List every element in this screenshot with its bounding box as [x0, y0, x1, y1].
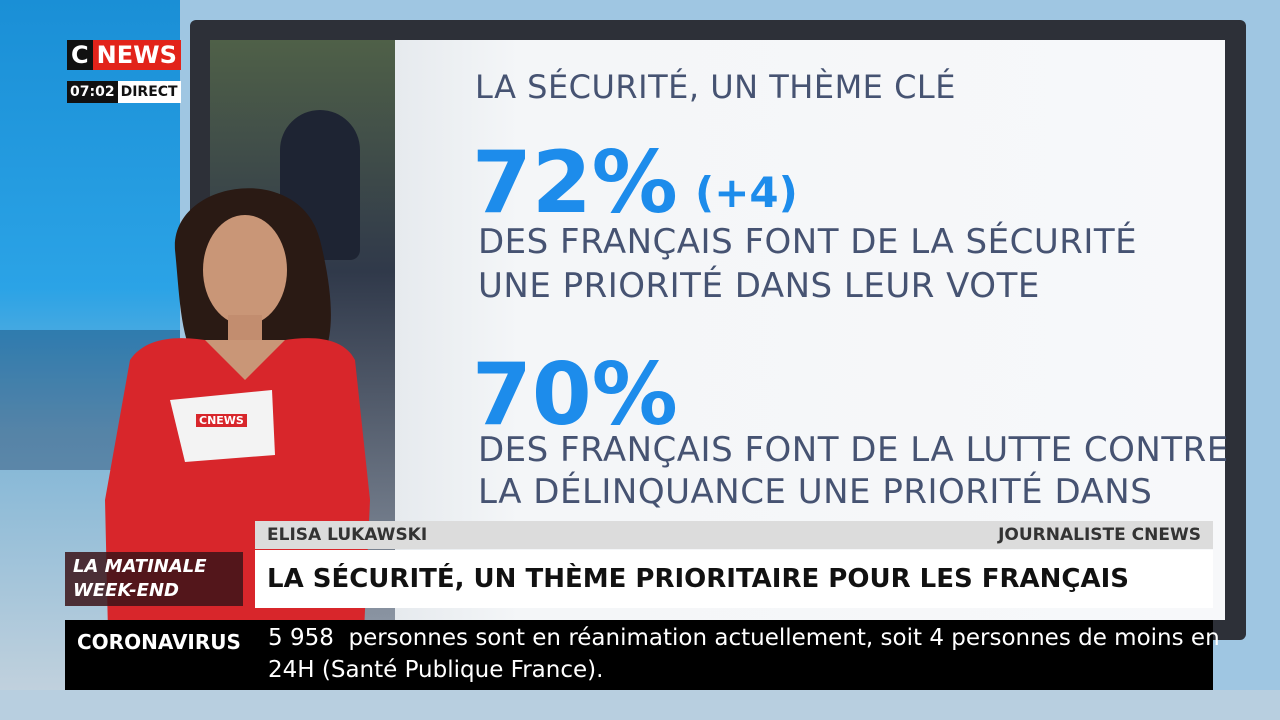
- paper-logo: CNEWS: [196, 414, 247, 427]
- show-label: LA MATINALE WEEK-END: [65, 552, 243, 606]
- live-label: DIRECT: [120, 84, 178, 100]
- show-name: WEEK-END: [73, 580, 179, 601]
- headline-bar: LA SÉCURITÉ, UN THÈME PRIORITAIRE POUR L…: [255, 550, 1213, 608]
- ticker: CORONAVIRUS 5 958 personnes sont en réan…: [65, 620, 1220, 690]
- show-name: LA MATINALE: [73, 556, 207, 577]
- presenter-name: ELISA LUKAWSKI: [267, 525, 428, 545]
- stat-text: UNE PRIORITÉ DANS LEUR VOTE: [478, 266, 1040, 306]
- logo-news: NEWS: [92, 40, 181, 70]
- channel-logo: C NEWS: [67, 40, 181, 70]
- screen-title: LA SÉCURITÉ, UN THÈME CLÉ: [475, 68, 956, 106]
- ticker-text: 24H (Santé Publique France).: [268, 657, 604, 683]
- stat-value: 70%: [472, 345, 678, 445]
- stat-value: 72%: [472, 133, 678, 233]
- stat-text: DES FRANÇAIS FONT DE LA SÉCURITÉ: [478, 222, 1138, 262]
- headline: LA SÉCURITÉ, UN THÈME PRIORITAIRE POUR L…: [267, 564, 1130, 594]
- studio-floor: [0, 690, 1280, 720]
- stat-text: LA DÉLINQUANCE UNE PRIORITÉ DANS: [478, 472, 1153, 512]
- clock: 07:02 DIRECT: [67, 81, 181, 103]
- ticker-label: CORONAVIRUS: [77, 630, 241, 654]
- logo-c: C: [67, 40, 93, 70]
- presenter-role: JOURNALISTE CNEWS: [998, 525, 1201, 545]
- ticker-text: 5 958 personnes sont en réanimation actu…: [268, 625, 1220, 651]
- stat-change: (+4): [695, 168, 798, 217]
- clock-time: 07:02: [67, 81, 118, 103]
- stat-text: DES FRANÇAIS FONT DE LA LUTTE CONTRE: [478, 430, 1229, 470]
- name-bar: ELISA LUKAWSKI JOURNALISTE CNEWS: [255, 521, 1213, 549]
